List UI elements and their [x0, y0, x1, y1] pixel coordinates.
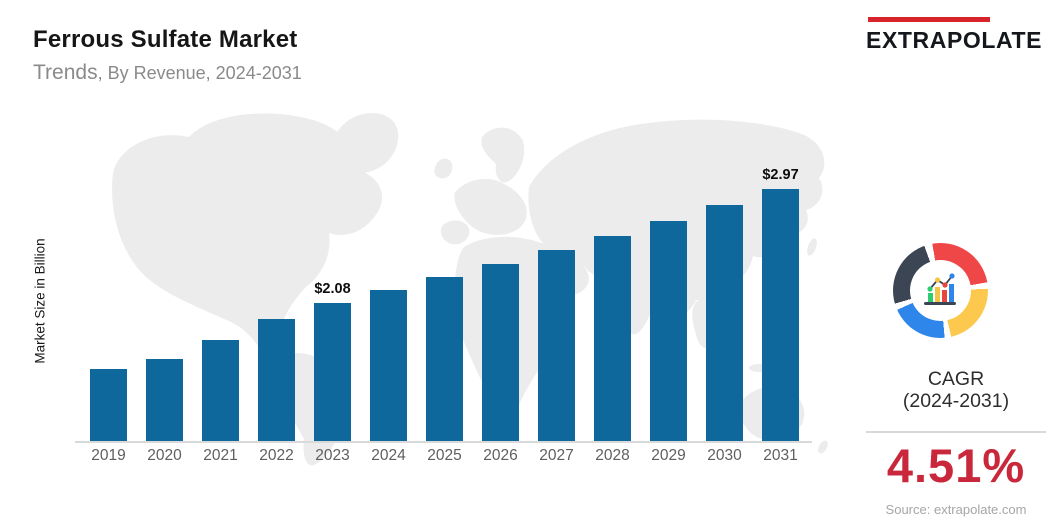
bar-slot-2022 [258, 319, 295, 441]
logo-red-bar [868, 17, 990, 22]
map-scandinavia [481, 127, 525, 183]
x-axis-labels: 2019 2020 2021 2022 2023 2024 2025 2026 2027 2028… [90, 447, 799, 465]
logo-text: EXTRAPOLATE [866, 27, 1043, 53]
bar-slot-2026 [482, 264, 519, 441]
bars-container: $2.08 $2.97 [90, 167, 799, 441]
bar-value-label-2023: $2.08 [314, 281, 351, 297]
bar-2030 [706, 205, 743, 441]
bar-slot-2023: $2.08 [314, 281, 351, 441]
bar-slot-2030 [706, 205, 743, 441]
bar-2020 [146, 359, 183, 441]
x-tick-2028: 2028 [595, 447, 630, 464]
x-tick-2031: 2031 [763, 447, 798, 464]
cagr-donut-icon [893, 243, 988, 338]
map-greenland [331, 112, 399, 174]
x-tick-2027: 2027 [539, 447, 574, 464]
x-tick-2020: 2020 [147, 447, 182, 464]
map-japan [807, 238, 817, 256]
x-axis-line [75, 441, 812, 443]
x-tick-2029: 2029 [651, 447, 686, 464]
cagr-label: CAGR (2024-2031) [866, 368, 1046, 412]
bar-2021 [202, 340, 239, 441]
map-europe [454, 178, 527, 235]
cagr-divider [866, 431, 1046, 433]
page-title: Ferrous Sulfate Market [33, 26, 298, 53]
map-new-zealand [818, 440, 828, 454]
page-subtitle-secondary: , By Revenue, 2024-2031 [97, 63, 302, 83]
y-axis-title: Market Size in Billion [32, 238, 48, 364]
growth-chart-icon [924, 273, 956, 305]
bar-value-label-2031: $2.97 [762, 167, 799, 183]
page-subtitle-primary: Trends [33, 61, 98, 84]
bar-slot-2024 [370, 290, 407, 441]
map-iberia [440, 220, 470, 245]
cagr-value: 4.51% [886, 439, 1026, 492]
bar-2029 [650, 221, 687, 441]
bar-2024 [370, 290, 407, 441]
cagr-title: CAGR [927, 368, 985, 390]
x-tick-2019: 2019 [91, 447, 126, 464]
source-text: Source: extrapolate.com [885, 502, 1027, 517]
bar-2027 [538, 250, 575, 441]
bar-slot-2028 [594, 236, 631, 441]
bar-slot-2020 [146, 359, 183, 441]
x-tick-2030: 2030 [707, 447, 742, 464]
bar-2026 [482, 264, 519, 441]
cagr-range: (2024-2031) [902, 390, 1010, 412]
x-tick-2024: 2024 [371, 447, 406, 464]
x-tick-2023: 2023 [315, 447, 350, 464]
extrapolate-logo: EXTRAPOLATE [866, 17, 1044, 54]
page-subtitle: Trends, By Revenue, 2024-2031 [33, 61, 302, 85]
map-united-kingdom [434, 158, 453, 179]
bar-slot-2027 [538, 250, 575, 441]
bar-slot-2019 [90, 369, 127, 441]
bar-chart: $2.08 $2.97 2019 2020 2021 2022 2023 2024 2025 2… [75, 95, 855, 475]
bar-slot-2031: $2.97 [762, 167, 799, 441]
bar-slot-2021 [202, 340, 239, 441]
bar-2022 [258, 319, 295, 441]
x-tick-2026: 2026 [483, 447, 518, 464]
bar-slot-2029 [650, 221, 687, 441]
bar-2023 [314, 303, 351, 441]
bar-2019 [90, 369, 127, 441]
map-north-america [112, 113, 383, 353]
bar-slot-2025 [426, 277, 463, 441]
x-tick-2025: 2025 [427, 447, 462, 464]
x-tick-2021: 2021 [203, 447, 238, 464]
x-tick-2022: 2022 [259, 447, 294, 464]
bar-2028 [594, 236, 631, 441]
bar-2031 [762, 189, 799, 441]
bar-2025 [426, 277, 463, 441]
